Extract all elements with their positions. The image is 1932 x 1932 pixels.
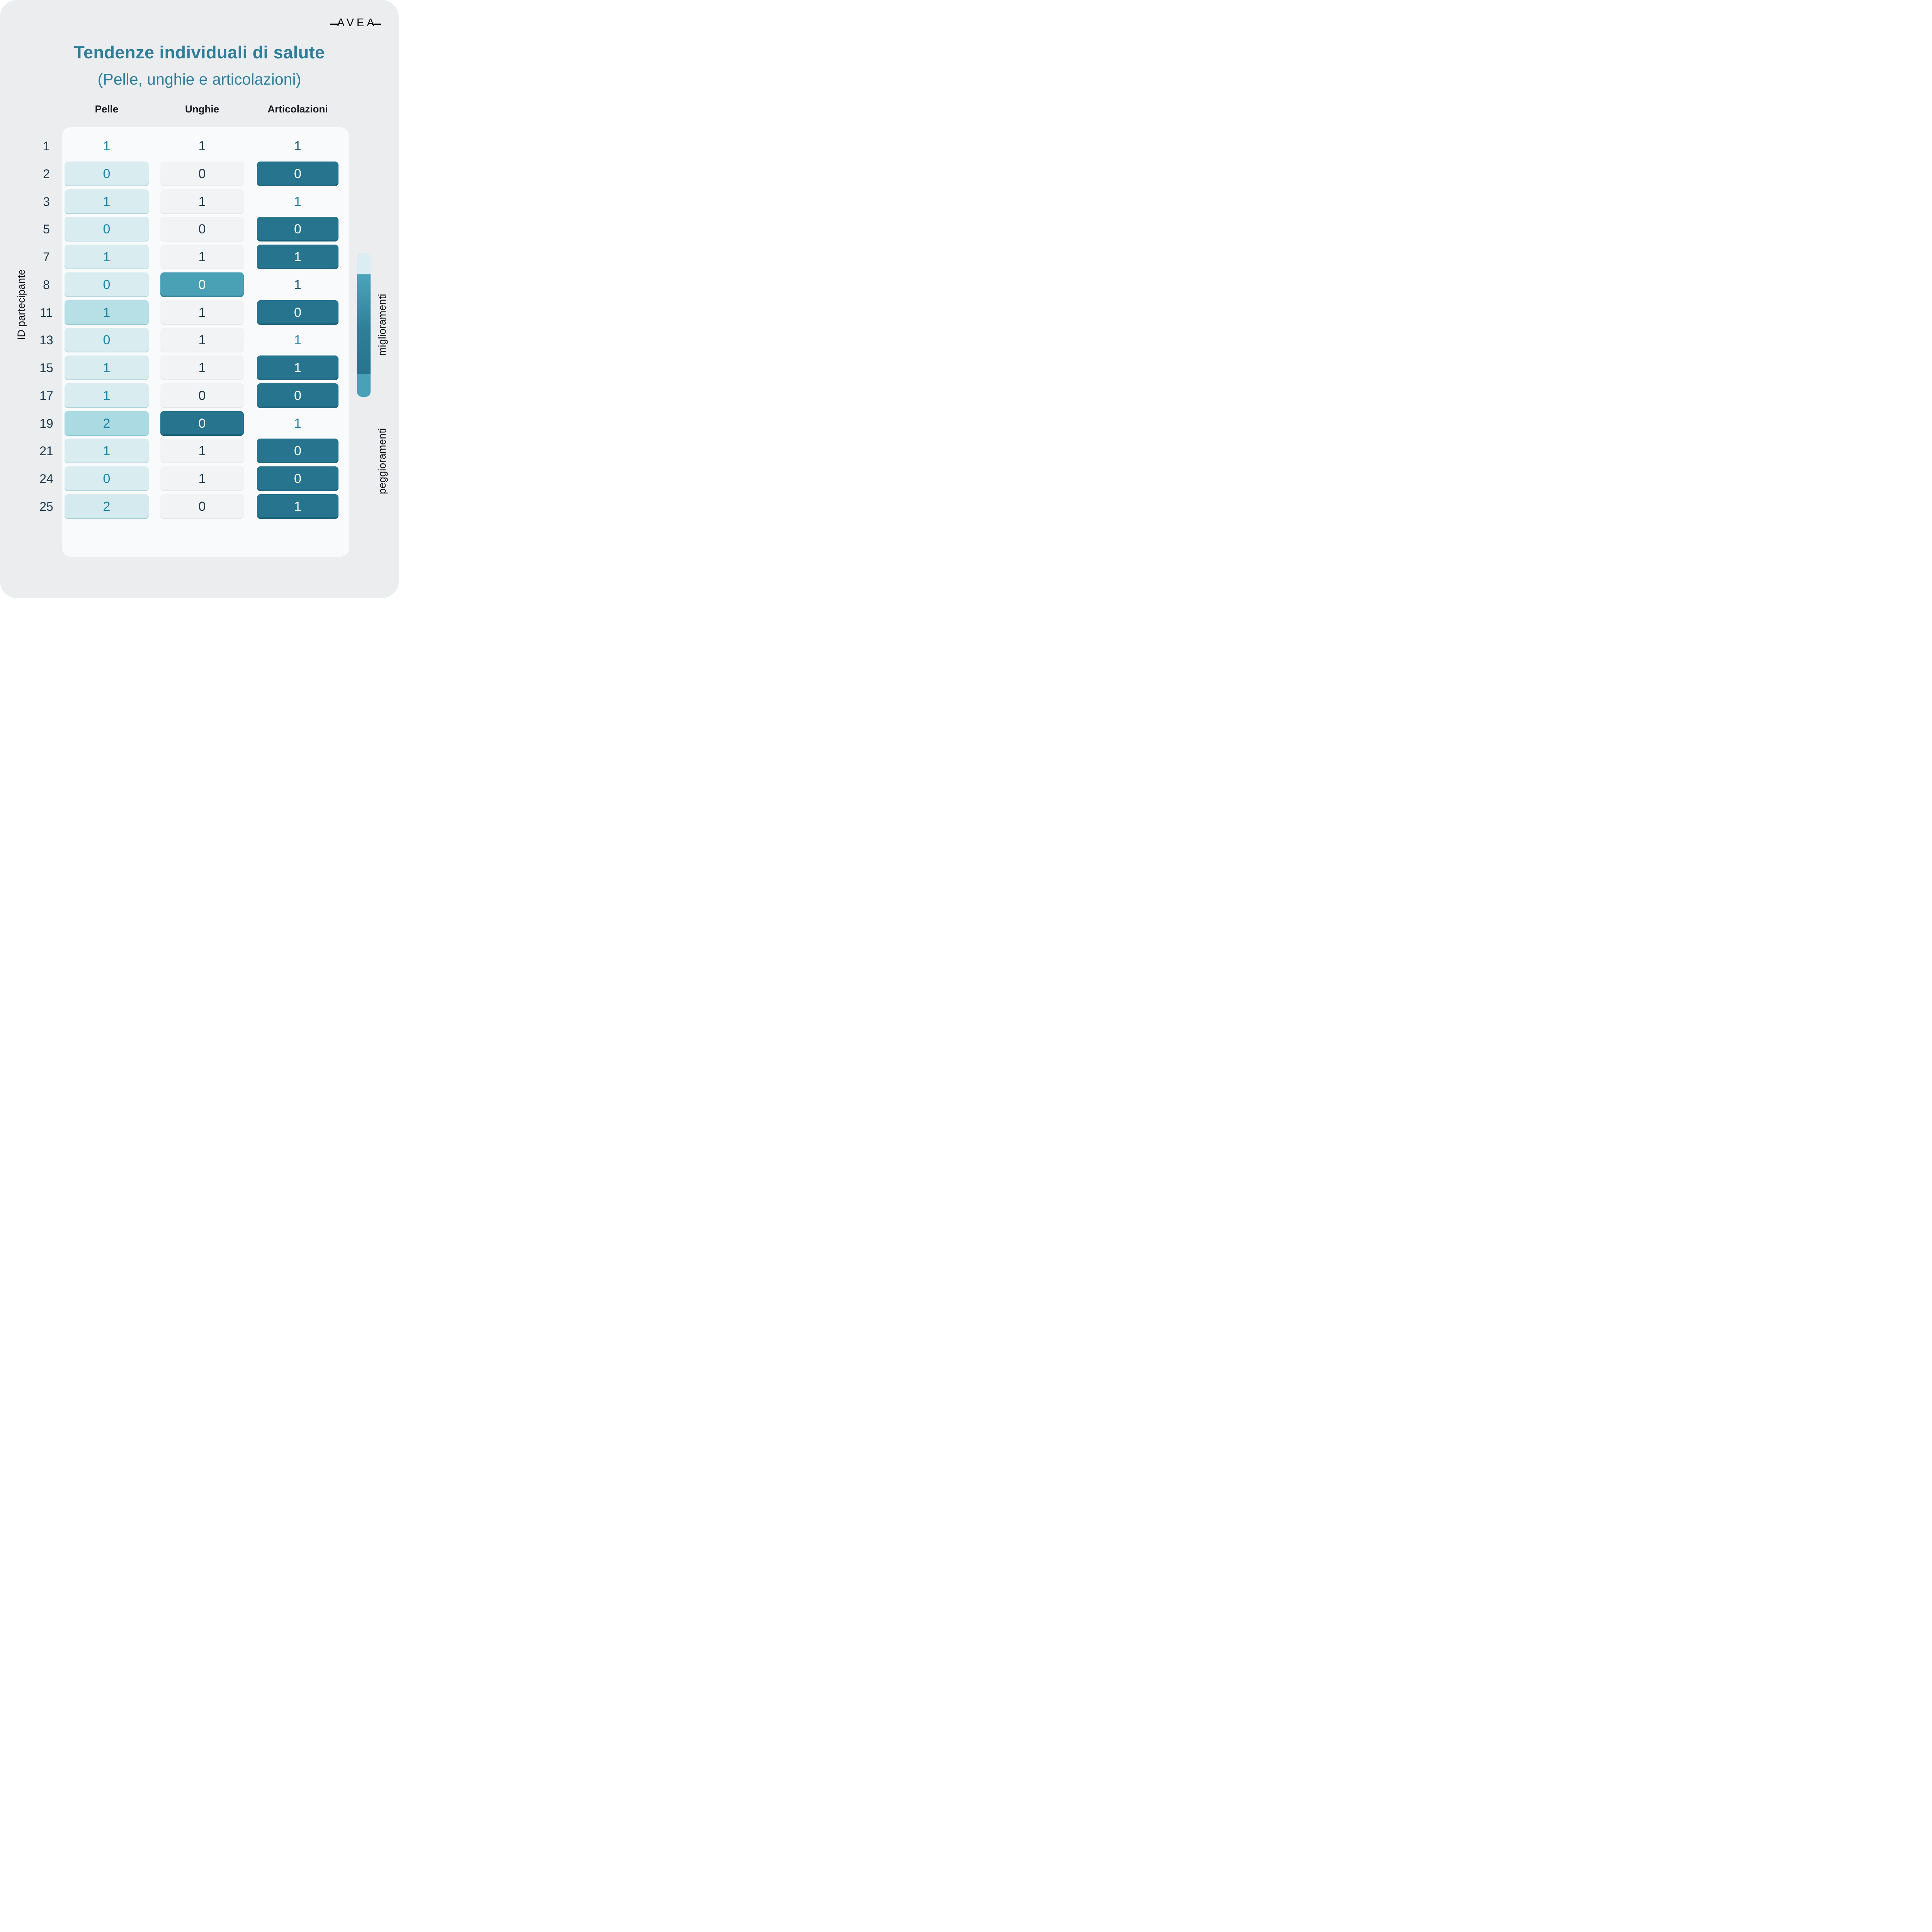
participant-id: 7 — [43, 250, 50, 264]
logo-right-bar — [372, 24, 381, 25]
heatmap-cell: 1 — [65, 300, 149, 325]
heatmap-cell: 1 — [160, 300, 244, 325]
heatmap-cell: 1 — [257, 355, 338, 380]
table-row: 17 1 0 0 — [0, 383, 399, 408]
heatmap-cell: 0 — [257, 466, 338, 491]
participant-id: 1 — [43, 139, 50, 153]
heatmap-cell: 0 — [160, 494, 244, 519]
heatmap-cell: 0 — [65, 272, 149, 297]
legend-colorbar-bottom-cap — [357, 374, 371, 397]
participant-id: 21 — [39, 444, 53, 458]
heatmap-cell: 1 — [160, 189, 244, 214]
table-row: 13 0 1 1 — [0, 328, 399, 352]
heatmap-cell: 0 — [257, 217, 338, 242]
participant-id: 2 — [43, 167, 50, 181]
heatmap-cell: 1 — [65, 355, 149, 380]
heatmap-cell: 1 — [160, 466, 244, 491]
table-row: 19 2 0 1 — [0, 411, 399, 436]
heatmap-cell: 0 — [160, 272, 244, 297]
legend-colorbar-top-cap — [357, 253, 371, 274]
heatmap-cell: 1 — [65, 383, 149, 408]
table-row: 25 2 0 1 — [0, 494, 399, 519]
participant-id: 13 — [39, 333, 53, 347]
heatmap-cell: 1 — [65, 189, 149, 214]
table-row: 1 1 1 1 — [0, 134, 399, 158]
column-header-pelle: Pelle — [95, 103, 119, 115]
legend-label-improvements: miglioramenti — [376, 294, 388, 356]
table-row: 11 1 1 0 — [0, 300, 399, 325]
heatmap-cell: 0 — [65, 466, 149, 491]
heatmap-cell: 1 — [294, 416, 301, 431]
heatmap-cell: 0 — [160, 411, 244, 436]
heatmap-cell: 2 — [65, 494, 149, 519]
page-title: Tendenze individuali di salute — [74, 43, 325, 62]
participant-id: 5 — [43, 222, 50, 236]
legend-colorbar-gradient — [357, 274, 371, 374]
participant-id: 3 — [43, 195, 50, 209]
legend-label-worsening: peggioramenti — [376, 428, 388, 494]
heatmap-cell: 0 — [65, 217, 149, 242]
heatmap-cell: 1 — [294, 333, 301, 347]
heatmap-cell: 0 — [160, 383, 244, 408]
heatmap-cell: 1 — [198, 139, 206, 153]
heatmap-cell: 1 — [160, 439, 244, 463]
heatmap-cell: 1 — [160, 355, 244, 380]
legend-colorbar — [357, 253, 371, 397]
heatmap-cell: 1 — [294, 139, 301, 153]
heatmap-cell: 1 — [294, 277, 301, 292]
infographic: AVEA Tendenze individuali di salute (Pel… — [0, 0, 399, 598]
avea-logo: AVEA — [330, 16, 381, 29]
table-row: 15 1 1 1 — [0, 355, 399, 380]
heatmap-cell: 1 — [65, 439, 149, 463]
table-row: 24 0 1 0 — [0, 466, 399, 491]
participant-id: 11 — [40, 306, 53, 320]
heatmap-cell: 0 — [160, 162, 244, 186]
avea-logo-text: AVEA — [337, 17, 377, 29]
y-axis-label: ID partecipante — [15, 269, 27, 340]
participant-id: 17 — [39, 389, 53, 403]
heatmap-cell: 0 — [65, 162, 149, 186]
heatmap-cell: 1 — [294, 194, 301, 209]
heatmap-cell: 1 — [65, 245, 149, 269]
heatmap-cell: 1 — [160, 245, 244, 269]
heatmap-cell: 0 — [257, 300, 338, 325]
heatmap-cell: 2 — [65, 411, 149, 436]
heatmap-cell: 1 — [257, 494, 338, 519]
heatmap-cell: 1 — [160, 328, 244, 352]
heatmap-cell: 0 — [257, 383, 338, 408]
heatmap-cell: 0 — [160, 217, 244, 242]
logo-left-bar — [330, 24, 339, 25]
page-subtitle: (Pelle, unghie e articolazioni) — [97, 70, 301, 88]
participant-id: 25 — [39, 500, 53, 514]
heatmap-cell: 1 — [103, 139, 111, 153]
participant-id: 24 — [39, 472, 53, 486]
participant-id: 15 — [39, 361, 53, 375]
heatmap-cell: 1 — [257, 245, 338, 269]
participant-id: 8 — [43, 278, 50, 292]
column-header-articolazioni: Articolazioni — [267, 103, 328, 115]
heatmap-cell: 0 — [257, 439, 338, 463]
table-row: 21 1 1 0 — [0, 439, 399, 463]
participant-id: 19 — [39, 417, 53, 430]
column-header-unghie: Unghie — [185, 103, 219, 115]
heatmap-cell: 0 — [65, 328, 149, 352]
heatmap-cell: 0 — [257, 162, 338, 186]
